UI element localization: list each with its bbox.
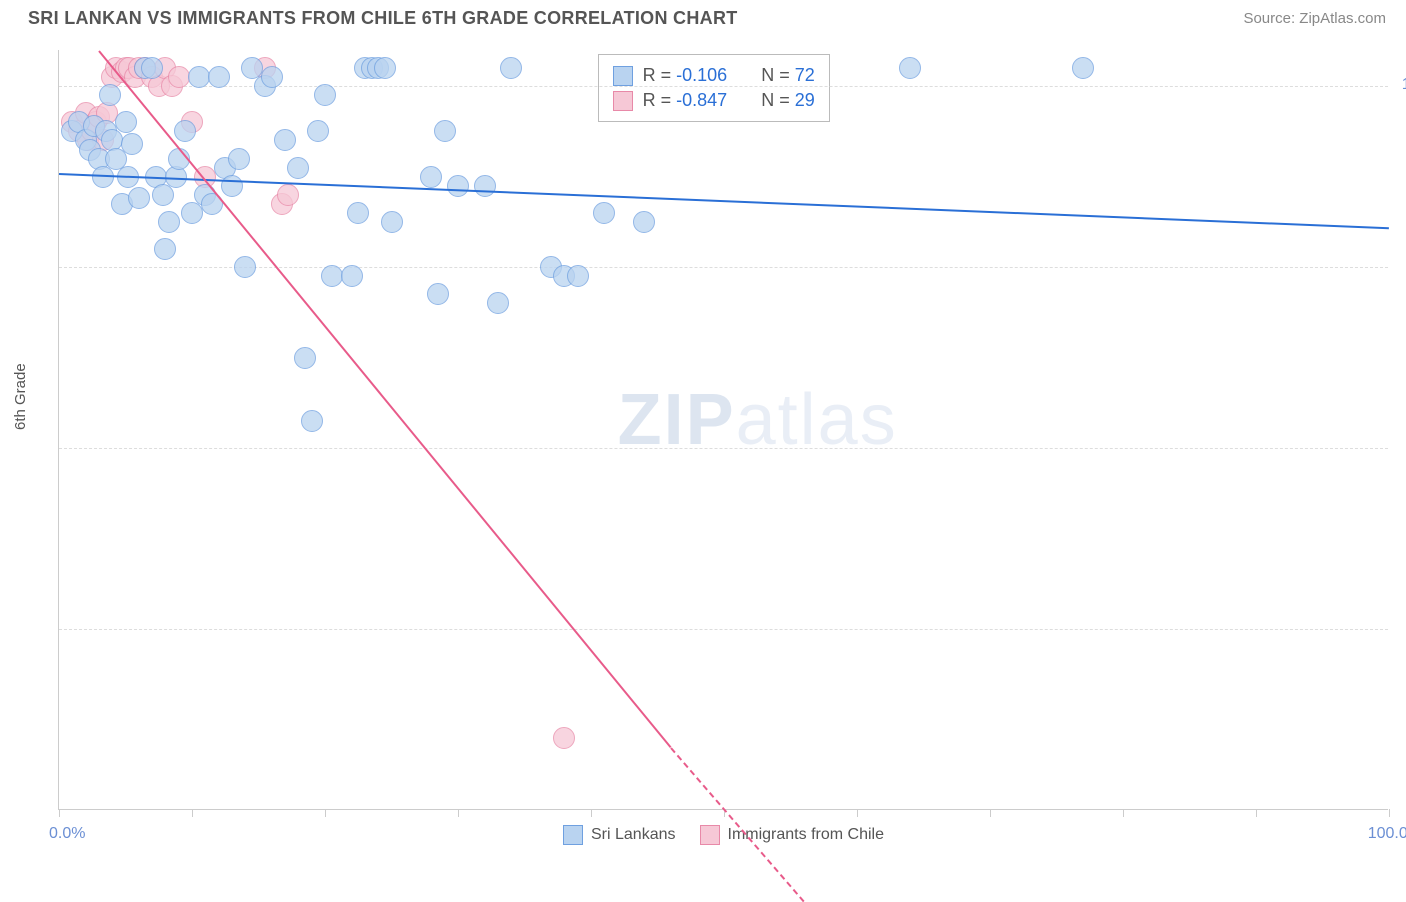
scatter-point — [274, 129, 296, 151]
x-tick — [1389, 809, 1390, 817]
x-tick — [857, 809, 858, 817]
legend-r: R = -0.106 — [643, 65, 728, 86]
scatter-point — [141, 57, 163, 79]
legend-swatch — [563, 825, 583, 845]
scatter-point — [593, 202, 615, 224]
scatter-point — [301, 410, 323, 432]
scatter-point — [121, 133, 143, 155]
scatter-point — [341, 265, 363, 287]
series-legend-item: Immigrants from Chile — [700, 825, 884, 845]
x-tick — [59, 809, 60, 817]
x-tick — [325, 809, 326, 817]
x-tick — [192, 809, 193, 817]
scatter-point — [188, 66, 210, 88]
scatter-point — [347, 202, 369, 224]
gridline-h — [59, 267, 1388, 268]
scatter-point — [567, 265, 589, 287]
trend-line — [59, 173, 1389, 229]
scatter-point — [261, 66, 283, 88]
scatter-chart: ZIPatlas R = -0.106N = 72R = -0.847N = 2… — [58, 50, 1388, 810]
scatter-point — [168, 66, 190, 88]
scatter-point — [474, 175, 496, 197]
scatter-point — [294, 347, 316, 369]
scatter-point — [174, 120, 196, 142]
gridline-h — [59, 629, 1388, 630]
legend-r: R = -0.847 — [643, 90, 728, 111]
scatter-point — [221, 175, 243, 197]
y-axis-title: 6th Grade — [12, 363, 29, 430]
scatter-point — [234, 256, 256, 278]
x-tick — [990, 809, 991, 817]
legend-n: N = 72 — [761, 65, 815, 86]
scatter-point — [427, 283, 449, 305]
scatter-point — [152, 184, 174, 206]
scatter-point — [321, 265, 343, 287]
scatter-point — [228, 148, 250, 170]
x-tick — [1256, 809, 1257, 817]
series-legend-item: Sri Lankans — [563, 825, 676, 845]
scatter-point — [181, 202, 203, 224]
chart-title: SRI LANKAN VS IMMIGRANTS FROM CHILE 6TH … — [28, 8, 738, 29]
scatter-point — [633, 211, 655, 233]
scatter-point — [115, 111, 137, 133]
series-legend: Sri Lankans Immigrants from Chile — [59, 825, 1388, 845]
scatter-point — [420, 166, 442, 188]
source-attribution: Source: ZipAtlas.com — [1243, 10, 1386, 27]
y-tick-label: 100.0% — [1402, 76, 1406, 94]
x-tick — [458, 809, 459, 817]
scatter-point — [447, 175, 469, 197]
scatter-point — [314, 84, 336, 106]
scatter-point — [500, 57, 522, 79]
x-label-right: 100.0% — [1368, 825, 1406, 843]
legend-row: R = -0.847 N = 29 — [613, 88, 815, 113]
scatter-point — [487, 292, 509, 314]
scatter-point — [434, 120, 456, 142]
scatter-point — [128, 187, 150, 209]
legend-n: N = 29 — [761, 90, 815, 111]
legend-swatch — [613, 66, 633, 86]
gridline-h — [59, 448, 1388, 449]
trend-line — [98, 50, 671, 748]
legend-swatch — [613, 91, 633, 111]
scatter-point — [381, 211, 403, 233]
x-tick — [591, 809, 592, 817]
scatter-point — [277, 184, 299, 206]
scatter-point — [99, 84, 121, 106]
scatter-point — [154, 238, 176, 260]
scatter-point — [899, 57, 921, 79]
x-label-left: 0.0% — [49, 825, 85, 843]
scatter-point — [287, 157, 309, 179]
scatter-point — [307, 120, 329, 142]
x-tick — [1123, 809, 1124, 817]
scatter-point — [553, 727, 575, 749]
scatter-point — [1072, 57, 1094, 79]
legend-swatch — [700, 825, 720, 845]
scatter-point — [208, 66, 230, 88]
correlation-legend: R = -0.106 N = 72 R = -0.847 N = 29 — [598, 54, 830, 122]
scatter-point — [374, 57, 396, 79]
legend-row: R = -0.106 N = 72 — [613, 63, 815, 88]
series-legend-label: Sri Lankans — [591, 826, 676, 844]
scatter-point — [158, 211, 180, 233]
